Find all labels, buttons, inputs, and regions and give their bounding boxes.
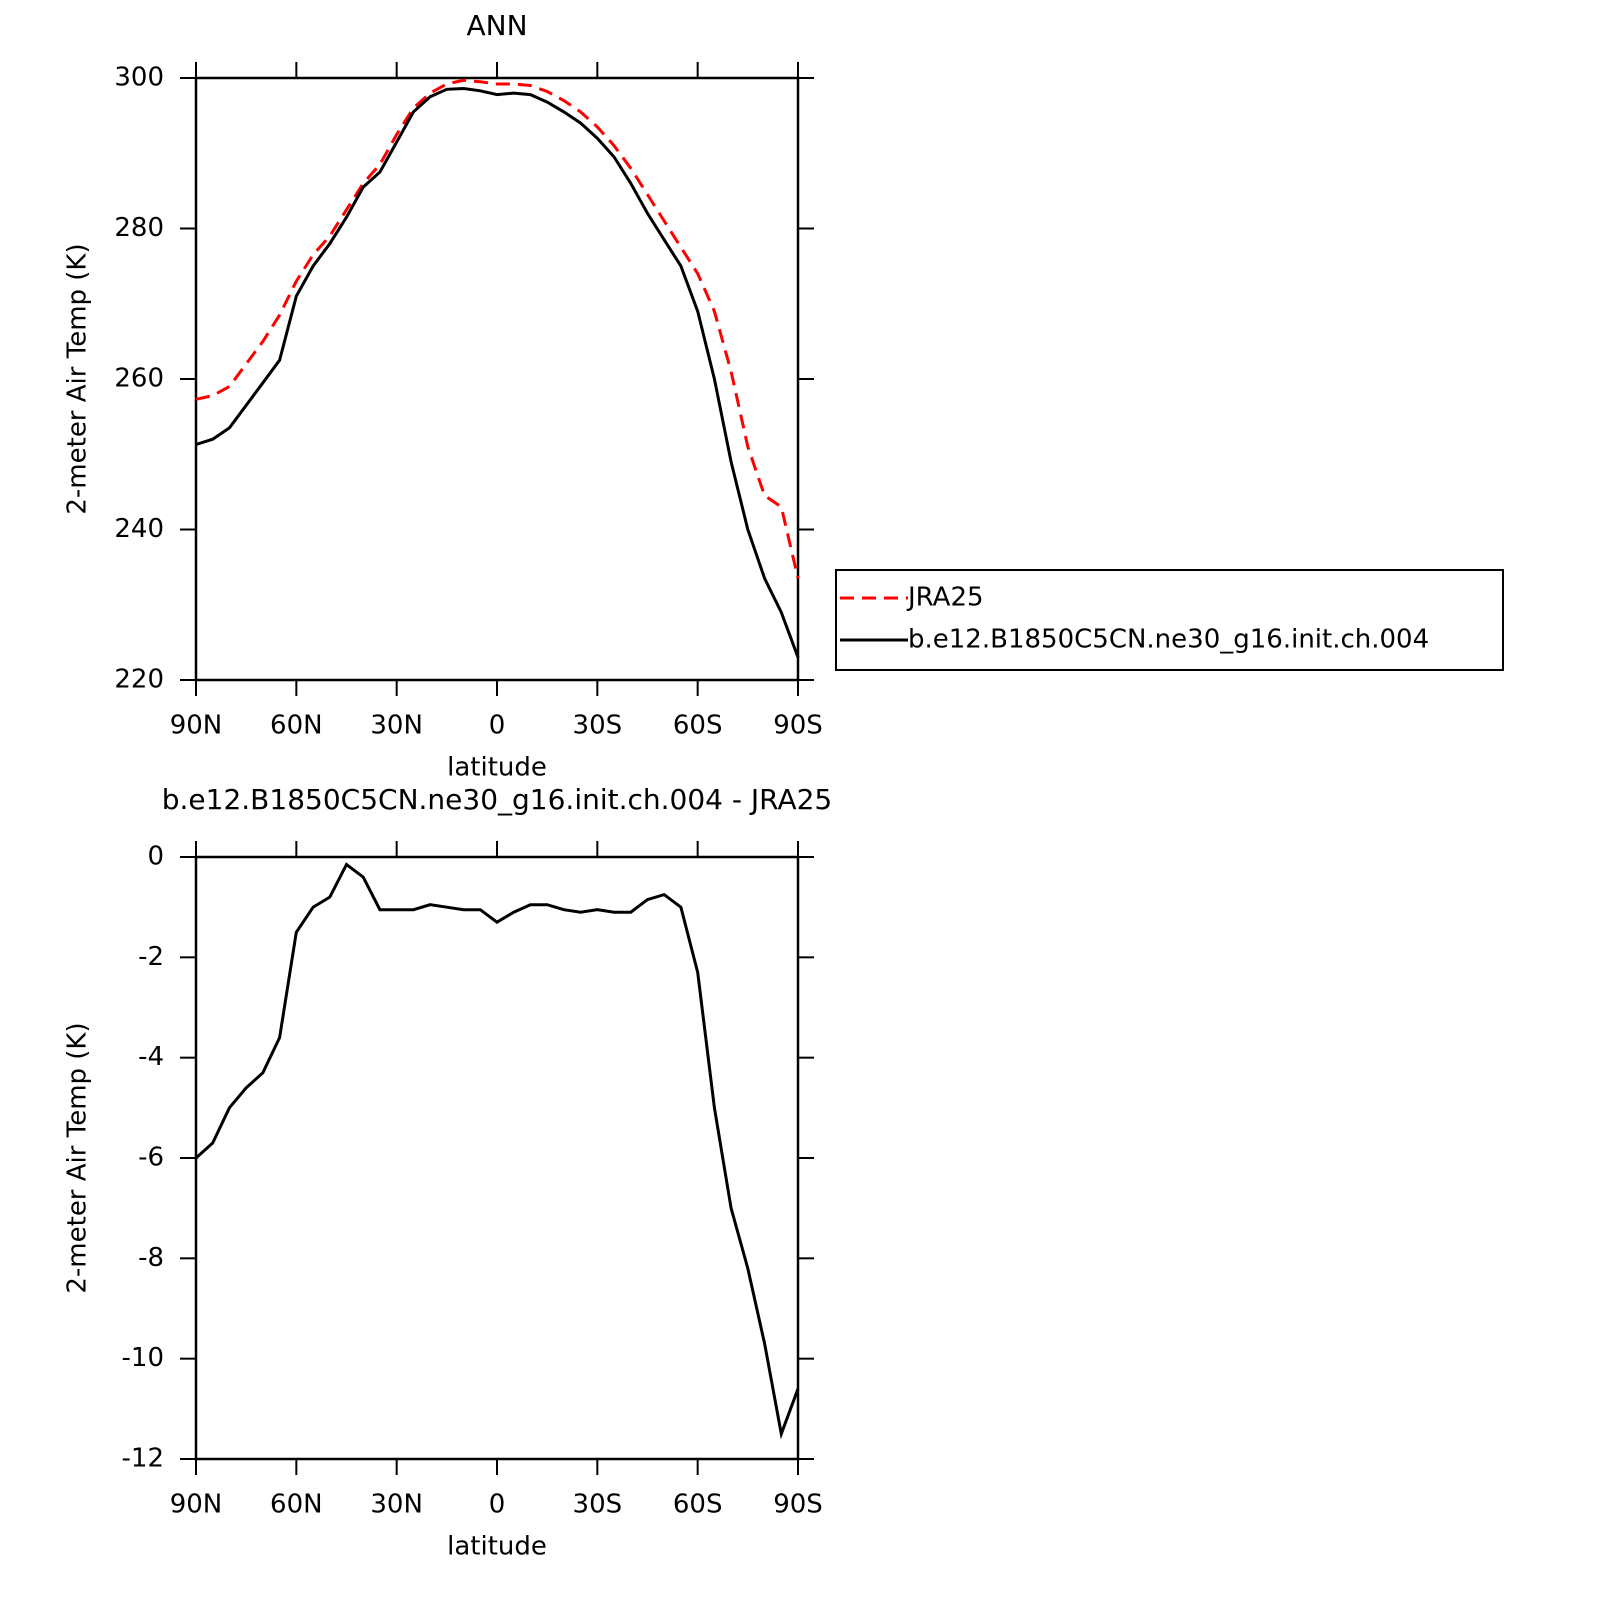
x-tick-label: 0 — [489, 711, 506, 741]
y-tick-label: -10 — [122, 1343, 164, 1373]
y-tick-label: -8 — [138, 1243, 164, 1273]
x-axis-label: latitude — [447, 753, 547, 783]
x-tick-label: 0 — [489, 1490, 506, 1520]
y-tick-label: -12 — [122, 1444, 164, 1474]
y-tick-label: 0 — [147, 842, 164, 872]
x-tick-label: 90S — [773, 1490, 823, 1520]
x-tick-label: 90N — [170, 711, 223, 741]
y-tick-label: 220 — [114, 665, 164, 695]
x-tick-label: 90N — [170, 1490, 223, 1520]
y-axis-label: 2-meter Air Temp (K) — [63, 1022, 93, 1293]
x-tick-label: 30N — [370, 711, 423, 741]
y-tick-label: -4 — [138, 1042, 164, 1072]
plot-frame — [194, 855, 800, 1461]
y-tick-label: -2 — [138, 942, 164, 972]
x-tick-label: 60S — [673, 711, 723, 741]
legend-box — [835, 569, 1504, 671]
data-line — [195, 78, 800, 579]
legend-label: b.e12.B1850C5CN.ne30_g16.init.ch.004 — [908, 625, 1429, 655]
x-tick-label: 90S — [773, 711, 823, 741]
y-tick-label: 280 — [114, 213, 164, 243]
data-line — [195, 86, 800, 658]
x-tick-label: 30S — [573, 711, 623, 741]
chart-title: b.e12.B1850C5CN.ne30_g16.init.ch.004 - J… — [162, 783, 833, 816]
y-axis-label: 2-meter Air Temp (K) — [63, 243, 93, 514]
y-tick-label: 300 — [114, 63, 164, 93]
x-tick-label: 30N — [370, 1490, 423, 1520]
plot-frame — [194, 76, 800, 682]
chart-title: ANN — [466, 9, 527, 42]
y-tick-label: 260 — [114, 364, 164, 394]
legend-label: JRA25 — [906, 583, 984, 613]
x-tick-label: 30S — [573, 1490, 623, 1520]
x-tick-label: 60S — [673, 1490, 723, 1520]
x-tick-label: 60N — [270, 711, 323, 741]
y-tick-label: -6 — [138, 1143, 164, 1173]
x-tick-label: 60N — [270, 1490, 323, 1520]
data-line — [194, 862, 800, 1440]
x-axis-label: latitude — [447, 1532, 547, 1562]
y-tick-label: 240 — [114, 514, 164, 544]
